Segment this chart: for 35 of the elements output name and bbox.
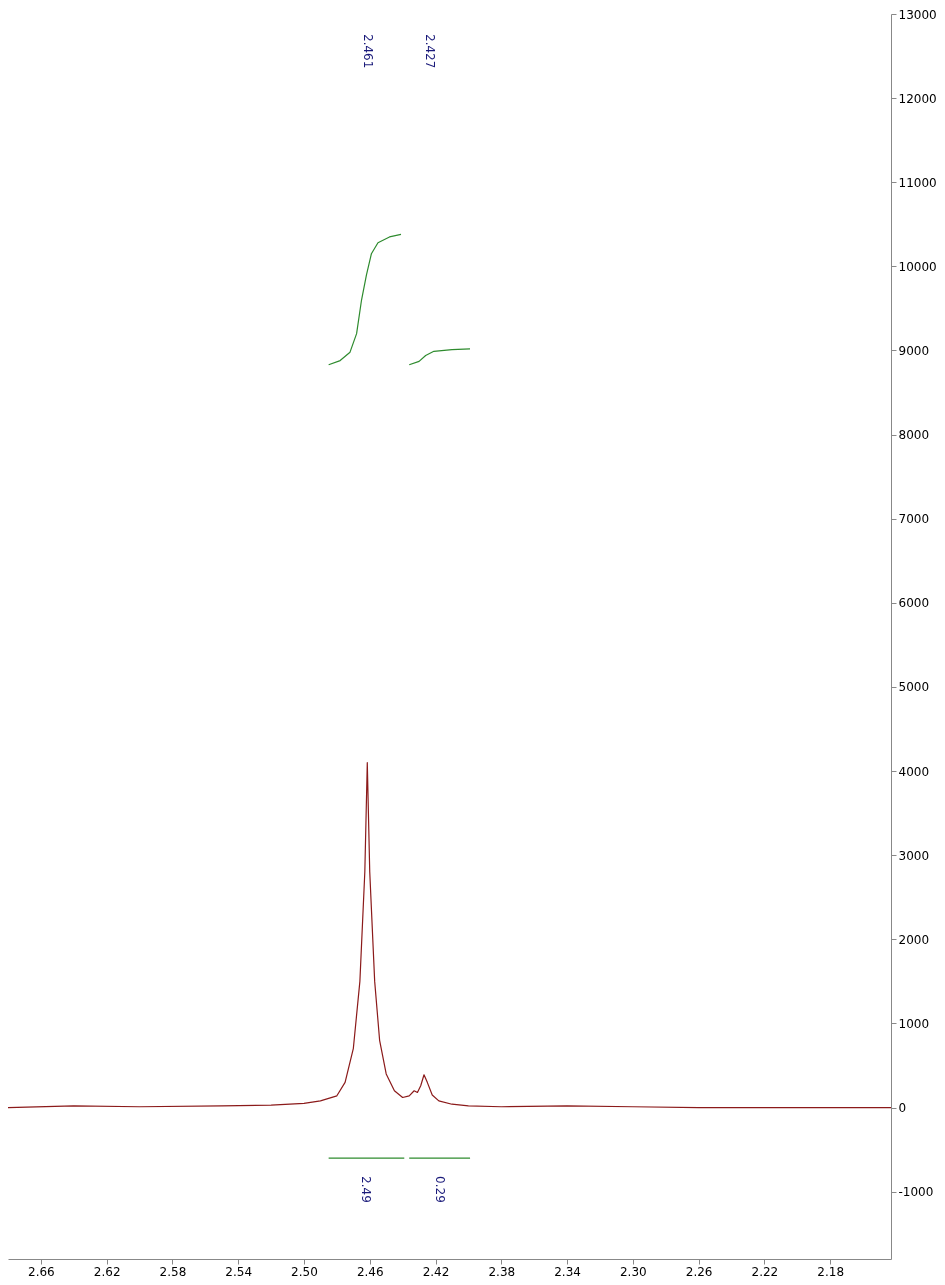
x-tick-label: 2.54 (225, 1264, 253, 1279)
y-tick-label: 9000 (898, 343, 930, 358)
y-tick-label: -1000 (898, 1185, 934, 1200)
y-tick-label: 13000 (898, 7, 937, 22)
y-tick-label: 4000 (898, 764, 930, 779)
line-series (328, 233, 402, 366)
x-tick-label: 2.42 (422, 1264, 450, 1279)
line-series (408, 348, 471, 366)
annotation: 2.461 (361, 34, 375, 69)
y-tick-label: 0 (898, 1101, 907, 1116)
y-tick-label: 1000 (898, 1016, 930, 1031)
x-tick-label: 2.26 (685, 1264, 713, 1279)
y-tick-label: 2000 (898, 932, 930, 947)
annotation: 2.49 (359, 1176, 374, 1203)
y-tick-label: 6000 (898, 596, 930, 611)
x-tick-label: 2.50 (291, 1264, 318, 1279)
x-tick-label: 2.22 (751, 1264, 779, 1279)
y-tick-label: 8000 (898, 428, 930, 443)
y-tick-label: 3000 (898, 848, 930, 863)
x-tick-label: 2.34 (554, 1264, 581, 1279)
x-tick-label: 2.38 (488, 1264, 516, 1279)
x-tick-label: 2.58 (159, 1264, 187, 1279)
y-tick-label: 10000 (898, 259, 937, 274)
y-tick-label: 12000 (898, 91, 937, 106)
x-tick-label: 2.62 (93, 1264, 121, 1279)
annotation: 2.427 (423, 34, 437, 69)
y-tick-label: 5000 (898, 680, 930, 695)
x-tick-label: 2.18 (817, 1264, 845, 1279)
y-tick-label: 7000 (898, 512, 930, 527)
x-tick-label: 2.30 (619, 1264, 647, 1279)
x-tick-label: 2.46 (356, 1264, 384, 1279)
x-tick-label: 2.66 (28, 1264, 55, 1279)
line-series (8, 762, 891, 1109)
annotation: 0.29 (432, 1176, 447, 1203)
y-tick-label: 11000 (898, 175, 937, 190)
